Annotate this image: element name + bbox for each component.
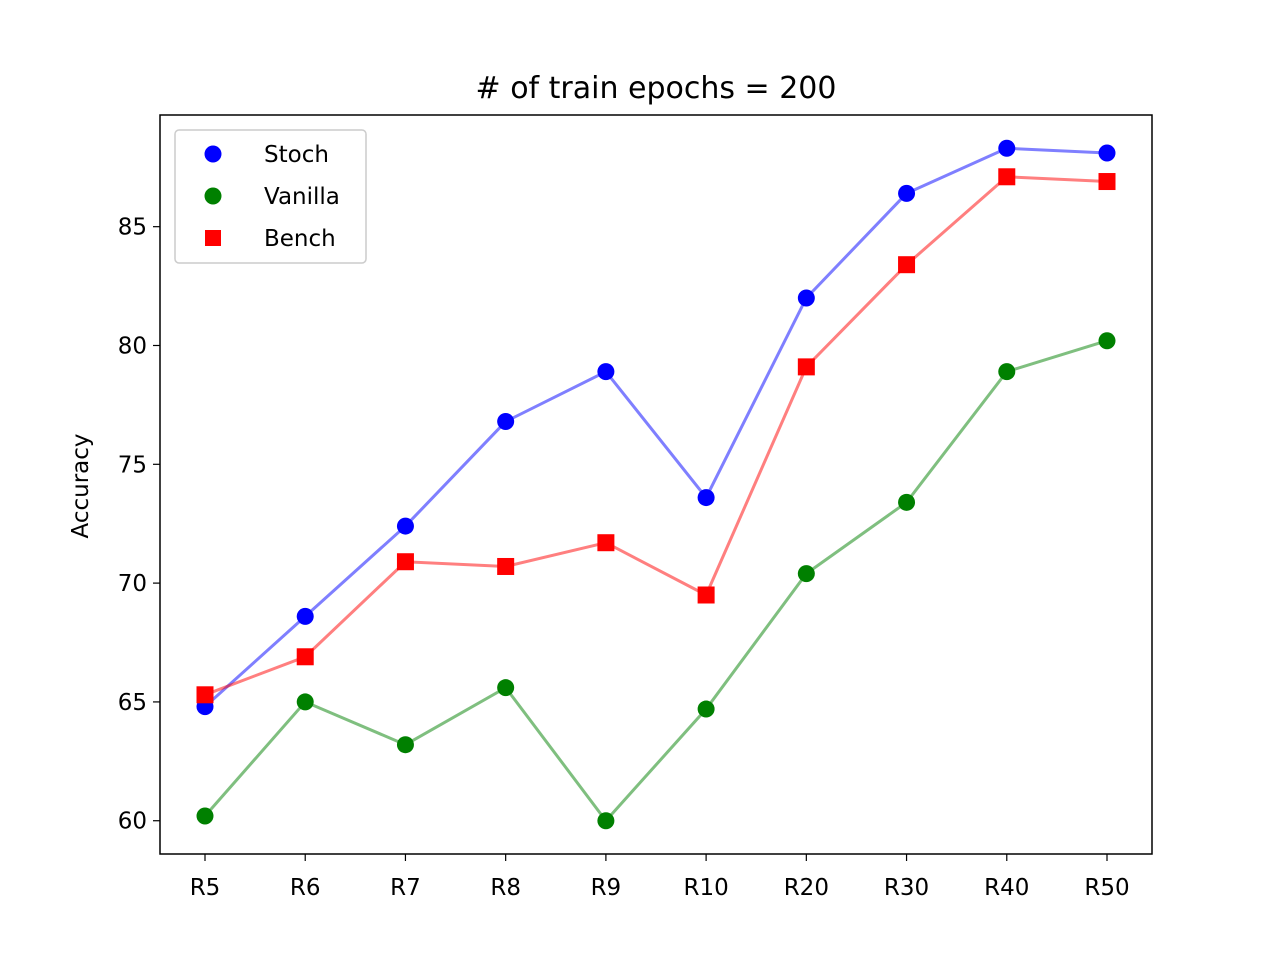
data-point-vanilla	[697, 700, 715, 718]
legend-marker-bench	[205, 230, 221, 246]
data-point-stoch	[797, 289, 815, 307]
plot-frame	[159, 114, 1153, 855]
data-point-vanilla	[296, 693, 314, 711]
data-point-vanilla	[396, 736, 414, 754]
data-point-bench	[1098, 173, 1116, 191]
y-axis-label: Accuracy	[68, 433, 94, 538]
x-tick-label: R6	[290, 875, 321, 901]
data-point-stoch	[296, 607, 314, 625]
data-point-bench	[597, 534, 615, 552]
legend: Stoch Vanilla Bench	[174, 129, 367, 264]
y-tick-label: 65	[118, 690, 147, 716]
data-point-bench	[296, 648, 314, 666]
data-point-vanilla	[898, 493, 916, 511]
data-point-stoch	[497, 413, 515, 431]
x-tick-label: R40	[984, 875, 1029, 901]
chart-title: # of train epochs = 200	[476, 71, 837, 106]
data-point-vanilla	[1098, 332, 1116, 350]
y-tick-label: 80	[118, 333, 147, 359]
y-tick-label: 85	[118, 215, 147, 241]
data-point-bench	[697, 586, 715, 604]
data-point-bench	[396, 553, 414, 571]
x-tick-label: R9	[591, 875, 622, 901]
data-point-bench	[797, 358, 815, 376]
x-tick-label: R5	[190, 875, 221, 901]
data-point-vanilla	[797, 565, 815, 583]
x-tick-label: R30	[884, 875, 929, 901]
tick-layer: R5 R6 R7 R8 R9 R10 R20 R30 R40 R50 60 65 70 75 80 85	[118, 215, 1130, 901]
data-point-vanilla	[998, 363, 1016, 381]
x-tick-label: R10	[683, 875, 728, 901]
data-point-stoch	[697, 489, 715, 507]
x-tick-label: R8	[490, 875, 521, 901]
y-tick-label: 75	[118, 452, 147, 478]
data-point-vanilla	[597, 812, 615, 830]
legend-marker-stoch	[204, 145, 222, 163]
data-point-vanilla	[497, 679, 515, 697]
x-tick-label: R20	[784, 875, 829, 901]
data-point-bench	[196, 686, 214, 704]
data-point-vanilla	[196, 807, 214, 825]
series-layer	[196, 139, 1116, 830]
legend-marker-vanilla	[204, 187, 222, 205]
data-point-bench	[998, 168, 1016, 186]
y-tick-label: 60	[118, 809, 147, 835]
legend-box	[174, 129, 367, 264]
data-point-stoch	[396, 517, 414, 535]
data-point-bench	[898, 256, 916, 274]
data-point-bench	[497, 557, 515, 575]
x-tick-label: R50	[1084, 875, 1129, 901]
series-line-bench	[204, 175, 1108, 697]
data-point-stoch	[898, 184, 916, 202]
series-line-vanilla	[203, 339, 1108, 824]
legend-label-vanilla: Vanilla	[264, 184, 340, 210]
data-point-stoch	[998, 139, 1016, 157]
x-tick-label: R7	[390, 875, 421, 901]
data-point-stoch	[1098, 144, 1116, 162]
series-line-stoch	[203, 146, 1108, 708]
legend-label-stoch: Stoch	[264, 142, 329, 168]
data-point-stoch	[597, 363, 615, 381]
y-tick-label: 70	[118, 571, 147, 597]
legend-label-bench: Bench	[264, 226, 336, 252]
